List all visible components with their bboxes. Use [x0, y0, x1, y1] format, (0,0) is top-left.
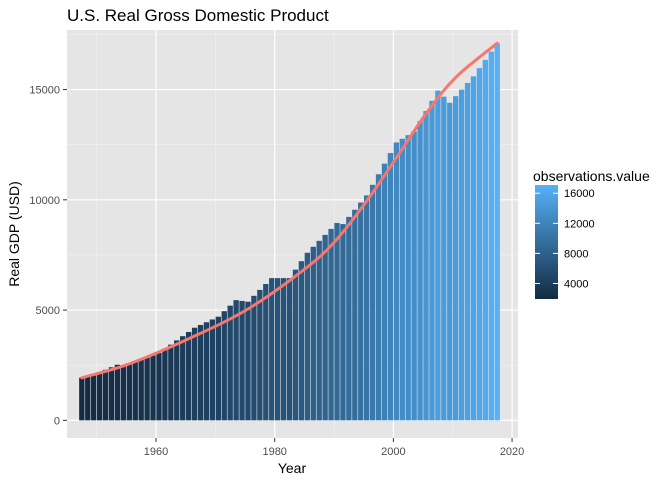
bar	[476, 68, 483, 421]
legend-tick-label: 16000	[564, 188, 595, 200]
bar	[322, 234, 328, 421]
x-tick-label: 2020	[500, 446, 524, 458]
bar	[393, 142, 400, 421]
bar	[488, 51, 494, 421]
legend-title: observations.value	[533, 168, 650, 184]
bar	[203, 322, 210, 421]
legend-ticks: 4000 8000 12000 16000	[535, 188, 595, 290]
bar	[358, 202, 364, 421]
bar	[251, 295, 257, 421]
legend-tick-label: 12000	[564, 218, 595, 230]
bar	[435, 90, 441, 421]
bar	[79, 377, 85, 421]
bar	[144, 357, 150, 421]
bar	[292, 269, 299, 421]
bar	[310, 246, 316, 421]
bar	[126, 363, 132, 421]
bar	[470, 76, 477, 421]
bar	[458, 89, 465, 421]
bar	[352, 209, 358, 421]
bar	[85, 376, 91, 421]
data-bars	[79, 43, 500, 421]
bar	[441, 96, 447, 421]
bar	[114, 364, 121, 421]
bar	[280, 278, 287, 421]
bar	[257, 289, 263, 421]
bar	[120, 365, 127, 421]
legend: observations.value 4000 8000 12000 16000	[533, 168, 650, 299]
y-tick-label: 10000	[29, 195, 60, 207]
y-tick-label: 0	[54, 415, 60, 427]
bar	[263, 284, 269, 421]
x-tick-label: 1980	[262, 446, 286, 458]
bar	[447, 102, 453, 421]
bar	[96, 372, 103, 421]
bar	[286, 278, 293, 421]
bar	[316, 240, 322, 421]
bar	[405, 135, 411, 421]
bar	[132, 361, 138, 421]
bar	[239, 300, 245, 421]
legend-colorbar	[535, 185, 558, 299]
x-tick-label: 1960	[144, 446, 168, 458]
bar	[369, 184, 376, 421]
bar	[138, 359, 144, 421]
y-axis-title: Real GDP (USD)	[6, 181, 22, 287]
bar	[233, 300, 239, 421]
y-axis-ticks: 0 5000 10000 15000	[29, 85, 67, 427]
bar	[328, 228, 334, 421]
x-axis-ticks: 1960 1980 2000 2020	[144, 438, 524, 458]
bar	[429, 100, 435, 421]
bar	[417, 121, 423, 421]
bar	[191, 327, 198, 421]
y-tick-label: 5000	[36, 305, 60, 317]
bar	[185, 331, 192, 421]
bar	[180, 336, 186, 421]
bar	[411, 131, 417, 421]
major-gridlines	[67, 30, 518, 438]
bar	[245, 301, 251, 421]
bar	[168, 344, 174, 421]
bar	[346, 216, 352, 421]
bar	[108, 367, 115, 421]
x-tick-label: 2000	[381, 446, 405, 458]
legend-tick-label: 4000	[564, 278, 588, 290]
bar	[91, 374, 97, 421]
trend-line	[80, 41, 499, 380]
bar	[197, 324, 204, 421]
bar	[482, 59, 489, 421]
bar	[215, 316, 221, 421]
bar	[269, 278, 275, 421]
y-tick-label: 15000	[29, 85, 60, 97]
bar	[227, 305, 233, 421]
bar	[364, 195, 370, 421]
chart-title: U.S. Real Gross Domestic Product	[67, 6, 329, 25]
bar	[209, 319, 216, 421]
bar	[387, 153, 394, 421]
bar	[340, 224, 346, 421]
bar	[102, 369, 109, 421]
bar	[399, 138, 405, 421]
legend-tick-label: 8000	[564, 248, 588, 260]
bar	[464, 82, 471, 421]
bar	[298, 261, 305, 421]
bar	[162, 348, 168, 421]
bar	[423, 111, 429, 421]
bar	[494, 43, 500, 421]
bar	[156, 353, 162, 421]
bar	[381, 163, 388, 421]
bar	[221, 311, 227, 421]
bar	[274, 278, 281, 421]
bar	[174, 340, 180, 421]
bar	[375, 174, 382, 421]
bar	[334, 222, 340, 421]
bar	[304, 252, 311, 421]
bar	[453, 96, 459, 421]
bar	[150, 355, 156, 421]
x-axis-title: Year	[278, 460, 307, 476]
